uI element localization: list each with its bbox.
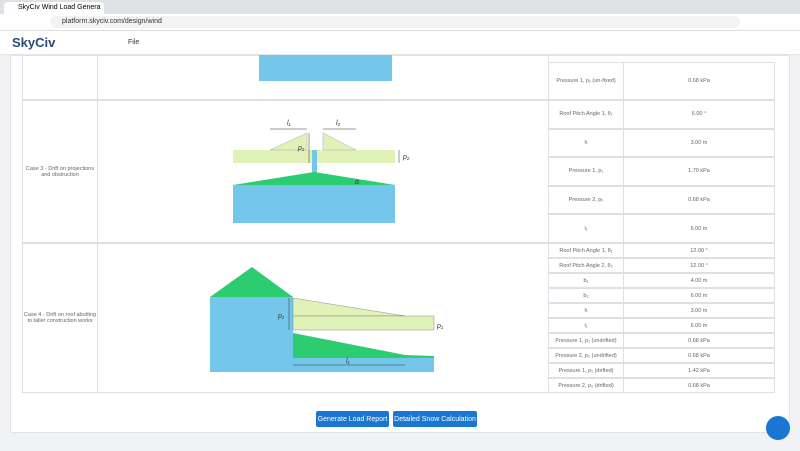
param-name: Pressure 1, p₁ (un-fixed) [548,62,624,100]
obstruction [312,150,317,185]
label: α [355,179,360,186]
label: p₁ [436,323,444,330]
param-value: 0.68 kPa [623,378,775,393]
case-cell [22,55,98,100]
chat-button[interactable] [766,416,790,440]
label: l₁ [346,358,351,365]
generate-report-button[interactable]: Generate Load Report [316,411,389,427]
label: l₂ [336,120,341,127]
roof [233,172,395,185]
label: l₁ [287,120,292,127]
param-value: 0.68 kPa [623,185,775,215]
label: p₁ [297,145,305,152]
drift [322,132,357,151]
param-name: Pressure 1, p₁ (undrifted) [548,333,624,348]
tab[interactable]: SkyCiv Wind Load Genera [4,2,104,14]
building [210,297,293,372]
dimensions [288,298,405,366]
param-name: Pressure 2, p₂ [548,185,624,215]
snow-calc-button[interactable]: Detailed Snow Calculation [393,411,477,427]
param-value: 12.00 ° [623,243,775,258]
param-name: l₁ [548,214,624,243]
param-value: 6.00 m [623,214,775,243]
tab-bar [0,0,800,14]
building [259,55,392,81]
param-name: Pressure 1, p₁ [548,157,624,186]
param-name: b₂ [548,288,624,303]
dimensions [270,128,400,163]
param-value: 6.00 ° [623,100,775,129]
param-value: 3.00 m [623,303,775,318]
label: p₁ [277,313,285,320]
snow-layer [292,315,435,331]
param-name: l₁ [548,318,624,333]
param-value: 0.68 kPa [623,333,775,348]
roof [210,267,293,297]
app-header [0,31,800,55]
param-value: 6.00 m [623,318,775,333]
param-value: 3.00 m [623,128,775,158]
param-value: 4.00 m [623,273,775,288]
param-value: 12.00 ° [623,258,775,273]
param-value: 6.00 m [623,288,775,303]
label: p₂ [402,154,410,161]
logo[interactable]: SkyCiv [12,35,56,50]
drift [292,297,406,317]
roof [293,333,434,358]
param-value: 0.68 kPa [623,62,775,100]
address-bar[interactable]: platform.skyciv.com/design/wind [50,16,740,28]
param-name: h [548,128,624,158]
param-value: 1.70 kPa [623,157,775,186]
param-value: 1.42 kPa [623,363,775,378]
file-menu[interactable]: File [128,39,140,46]
building [233,185,395,223]
param-name: Roof Pitch Angle 1, θ₁ [548,100,624,129]
param-value: 0.68 kPa [623,348,775,363]
drift [269,132,308,151]
